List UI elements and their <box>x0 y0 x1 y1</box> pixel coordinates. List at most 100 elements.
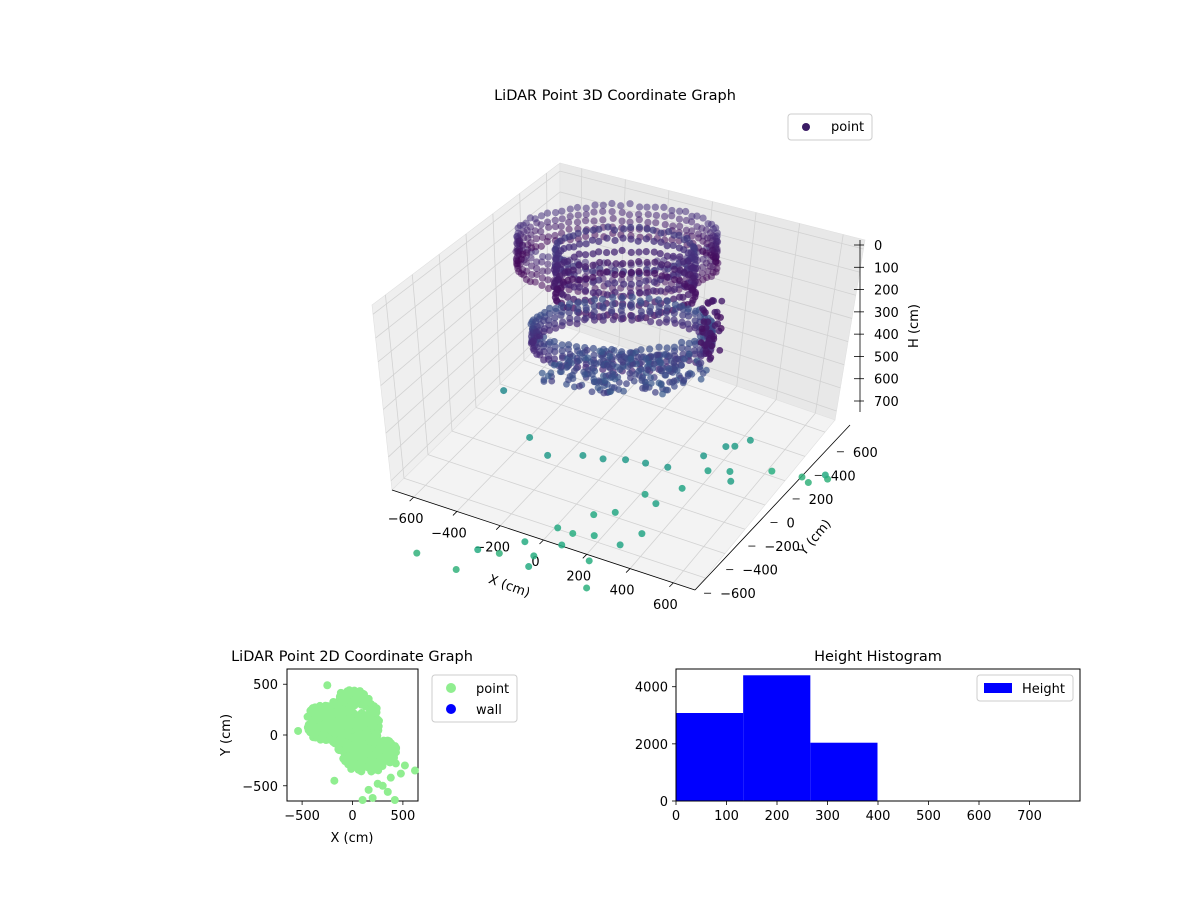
cloud-point <box>691 278 699 286</box>
cloud-point <box>644 218 652 227</box>
x-tick-label-histogram: 500 <box>916 809 941 824</box>
cloud-point <box>642 289 650 297</box>
cloud-point <box>635 258 643 266</box>
scatter-2d-point <box>350 686 359 695</box>
cloud-point <box>670 316 678 324</box>
cloud-point <box>544 284 553 293</box>
cloud-point <box>558 347 566 355</box>
cloud-point <box>675 237 683 245</box>
cloud-point <box>609 315 617 324</box>
legend-2d-label-wall: wall <box>476 703 502 718</box>
x-tick-label-2d: 500 <box>390 809 415 824</box>
scatter-2d-point <box>400 761 409 770</box>
cloud-point <box>644 366 652 374</box>
cloud-point <box>576 357 583 364</box>
cloud-point <box>678 318 686 326</box>
cloud-point <box>713 245 721 253</box>
cloud-point <box>650 237 658 245</box>
scatter-2d-point <box>308 722 317 731</box>
cloud-point <box>676 356 683 363</box>
cloud-point <box>546 346 554 354</box>
scatter-2d-point <box>323 681 332 690</box>
chart-2d-title: LiDAR Point 2D Coordinate Graph <box>231 649 473 665</box>
cloud-point <box>637 307 645 316</box>
x-tick-mark-3d <box>582 554 588 559</box>
scatter-2d-point <box>334 745 343 754</box>
grid-line-left-pane <box>438 254 453 432</box>
cloud-point <box>669 241 677 250</box>
scatter-2d-point <box>371 705 380 714</box>
cloud-point <box>544 267 552 275</box>
grid-line-back-pane <box>814 234 844 414</box>
cloud-point <box>581 298 589 307</box>
cloud-point <box>684 370 692 378</box>
cloud-point <box>574 305 582 313</box>
cloud-point <box>691 253 699 261</box>
cloud-point <box>582 210 590 219</box>
grid-line-floor-y <box>475 407 766 506</box>
cloud-point <box>670 295 678 303</box>
scatter-2d-point <box>390 795 399 804</box>
x-tick-mark-3d <box>495 525 501 530</box>
point-marker-3d <box>821 471 829 479</box>
cloud-point <box>569 266 577 274</box>
cloud-point <box>669 252 677 261</box>
cloud-point <box>603 248 611 257</box>
cloud-point <box>618 246 626 255</box>
cloud-point <box>702 329 710 337</box>
cloud-point <box>675 215 684 223</box>
cloud-point <box>590 351 598 359</box>
cloud-point <box>608 373 616 381</box>
cloud-point <box>649 226 657 234</box>
y-axis-label-3d: Y (cm) <box>795 517 834 560</box>
cloud-point <box>556 272 564 280</box>
cloud-point <box>634 353 642 361</box>
legend-3d-marker <box>802 123 810 131</box>
point-marker-3d <box>726 467 734 475</box>
point-marker-3d <box>569 529 577 537</box>
cloud-point <box>644 210 652 219</box>
cloud-point <box>713 229 721 237</box>
cloud-point <box>552 304 560 313</box>
cloud-point <box>594 384 602 392</box>
cloud-point <box>558 341 566 349</box>
cloud-point <box>717 325 725 332</box>
histogram-bar <box>743 675 811 801</box>
cloud-point <box>590 217 598 225</box>
cloud-point <box>548 377 556 385</box>
cloud-point <box>595 276 603 284</box>
cloud-point <box>612 260 620 268</box>
cloud-point <box>601 377 609 385</box>
cloud-point <box>581 263 590 271</box>
scatter-2d-point <box>324 706 333 715</box>
grid-line-left-pane <box>411 274 429 455</box>
grid-line-back-pane <box>736 212 757 387</box>
cloud-point <box>575 283 584 291</box>
x-tick-label-3d: 200 <box>566 569 591 584</box>
scatter-2d-point <box>309 715 318 724</box>
cloud-point <box>610 248 619 256</box>
cloud-point <box>575 250 583 258</box>
grid-line-left-pane <box>492 213 501 384</box>
x-axis-label-2d: X (cm) <box>331 831 374 846</box>
scatter-2d-point <box>331 700 340 709</box>
cloud-point <box>588 388 596 396</box>
cloud-point <box>566 205 574 213</box>
cloud-point <box>670 265 679 273</box>
cloud-point <box>684 290 692 299</box>
x-tick-mark-3d <box>539 539 544 545</box>
cloud-point <box>582 240 590 248</box>
cloud-point <box>645 294 653 303</box>
cloud-point <box>643 203 651 211</box>
cloud-point <box>581 251 590 259</box>
cloud-point <box>678 338 686 346</box>
cloud-point <box>635 279 643 288</box>
cloud-point <box>647 317 655 326</box>
cloud-point <box>603 291 611 299</box>
cloud-point <box>651 203 659 211</box>
cloud-point <box>551 222 559 231</box>
x-tick-label-2d: −500 <box>284 809 320 824</box>
point-marker-3d <box>521 538 529 546</box>
cloud-point <box>693 212 701 220</box>
cloud-point <box>595 288 603 297</box>
